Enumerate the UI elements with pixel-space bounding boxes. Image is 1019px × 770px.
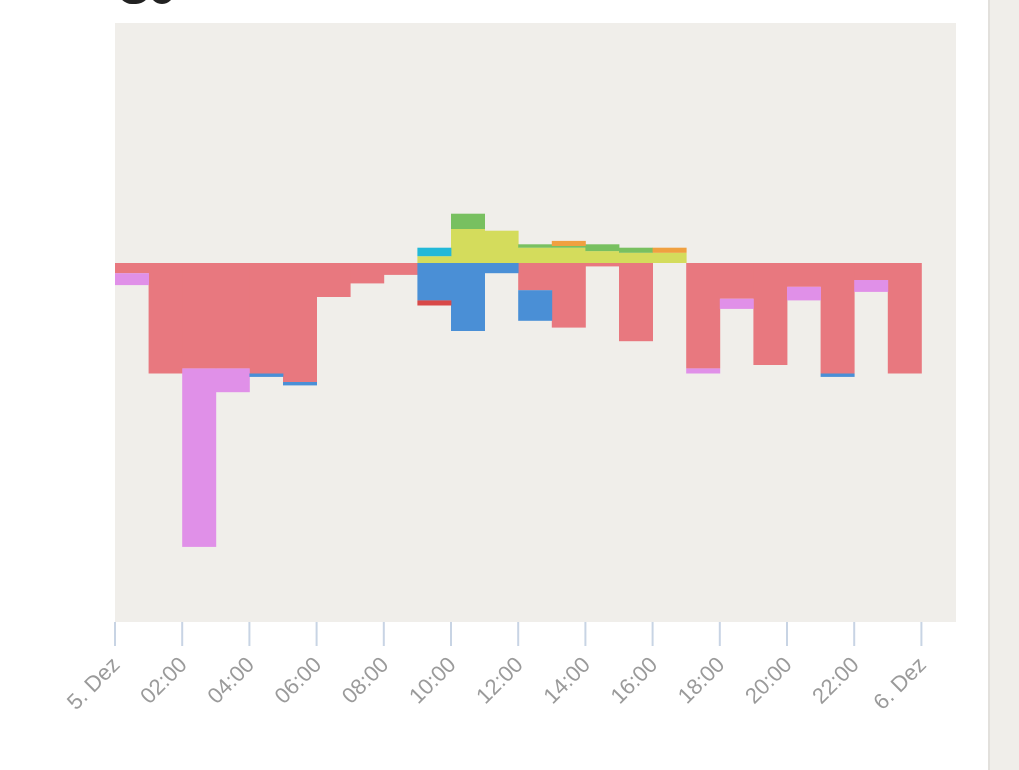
bar-series0-23 [887, 263, 922, 374]
bar-series3-12 [518, 247, 553, 263]
x-tick-label-4: 08:00 [337, 652, 394, 709]
bar-series1-22 [854, 280, 889, 292]
bar-series0-12 [518, 263, 553, 291]
bar-series0-0 [115, 263, 149, 274]
bar-series3-14 [585, 251, 620, 263]
right-side-panel [988, 0, 1019, 770]
bar-series2-9 [417, 263, 452, 301]
x-tick-label-3: 06:00 [270, 652, 327, 709]
bar-series4-15 [619, 247, 653, 253]
bar-series0-18 [719, 263, 754, 299]
bar-series3-16 [652, 252, 687, 263]
bar-series0-14 [585, 263, 620, 267]
x-tick-label-2: 04:00 [202, 652, 259, 709]
bar-series0-6 [316, 263, 351, 297]
bar-series1-20 [787, 286, 821, 301]
x-tick-label-6: 12:00 [471, 652, 528, 709]
bar-series2-12 [518, 290, 553, 321]
bar-series0-3 [215, 263, 250, 369]
x-tick-label-5: 10:00 [404, 652, 461, 709]
bar-series0-17 [686, 263, 721, 369]
bar-series6-13 [551, 240, 586, 246]
bar-series0-2 [182, 263, 217, 369]
bar-series3-13 [551, 247, 586, 263]
x-tick-label-12: 6. Dez [868, 652, 931, 715]
bar-series1-0 [115, 273, 149, 286]
bar-series3-11 [484, 230, 519, 263]
bar-series0-13 [551, 263, 586, 328]
bar-series0-1 [148, 263, 183, 374]
bar-series3-10 [451, 229, 485, 263]
bar-series4-12 [518, 244, 553, 248]
x-tick-label-8: 16:00 [606, 652, 663, 709]
bar-series4-10 [451, 213, 485, 229]
x-tick-label-10: 20:00 [740, 652, 797, 709]
bar-series0-21 [820, 263, 855, 374]
x-tick-label-1: 02:00 [135, 652, 192, 709]
bar-series0-4 [249, 263, 284, 374]
bar-series5-9 [417, 247, 452, 257]
x-tick-label-11: 22:00 [807, 652, 864, 709]
bar-series2-10 [451, 263, 485, 331]
bar-series1-17 [686, 368, 721, 374]
bar-series1-3 [215, 368, 250, 393]
x-tick-label-0: 5. Dez [62, 652, 125, 715]
bar-series2-5 [283, 382, 317, 386]
x-tick-label-7: 14:00 [538, 652, 595, 709]
bar-series6-16 [652, 247, 687, 253]
bar-series2-4 [249, 373, 284, 377]
bar-series3-9 [417, 256, 452, 263]
x-tick-label-9: 18:00 [673, 652, 730, 709]
bar-series0-19 [753, 263, 788, 365]
bar-series3-15 [619, 252, 653, 263]
bar-series4-14 [585, 244, 620, 252]
bar-series7-9 [417, 300, 452, 306]
bar-series0-20 [787, 263, 821, 287]
bar-series2-11 [484, 263, 519, 274]
bar-series1-18 [719, 298, 754, 309]
bar-series0-22 [854, 263, 889, 280]
chart-title-fragment [118, 0, 180, 8]
bar-series2-21 [820, 373, 855, 377]
bar-series4-13 [551, 246, 586, 248]
bar-series0-15 [619, 263, 653, 342]
bar-series0-5 [283, 263, 317, 382]
bar-series1-2 [182, 368, 217, 547]
bar-series0-7 [350, 263, 385, 284]
bar-series0-8 [383, 263, 418, 275]
